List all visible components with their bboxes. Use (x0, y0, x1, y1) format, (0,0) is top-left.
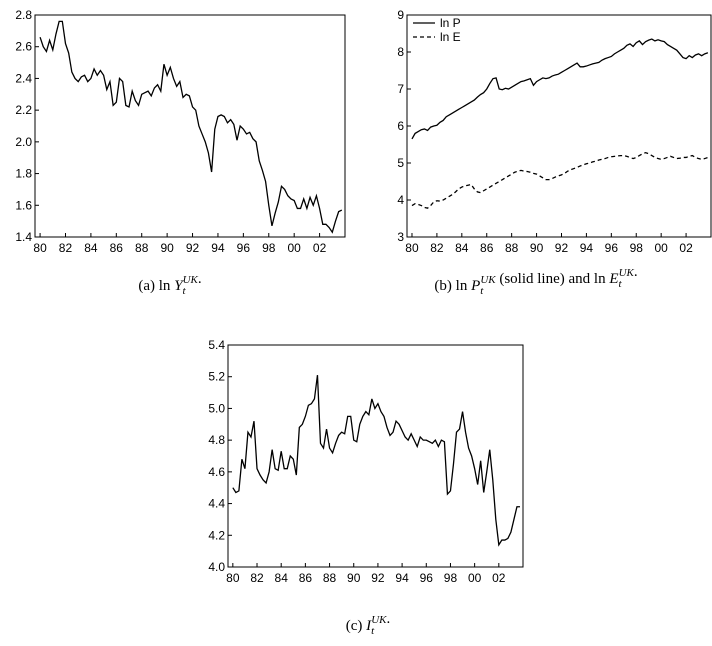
x-tick-label: 88 (323, 571, 337, 585)
series-line (39, 20, 343, 234)
x-tick-label: 94 (580, 241, 594, 255)
x-tick-label: 00 (654, 241, 668, 255)
plot-frame (227, 344, 524, 568)
caption-symbol: Y (174, 278, 184, 294)
y-tick-label: 6 (397, 119, 404, 133)
caption-superscript: UK (619, 267, 635, 279)
y-tick-label: 5.4 (208, 338, 225, 352)
y-tick-label: 1.4 (15, 230, 32, 244)
x-tick-label: 96 (420, 571, 434, 585)
x-tick-label: 84 (84, 241, 98, 255)
caption-text: . (198, 271, 202, 287)
x-tick-label: 90 (160, 241, 174, 255)
x-tick-label: 84 (275, 571, 289, 585)
x-tick-label: 80 (405, 241, 419, 255)
caption: (c) ItUK. (346, 611, 391, 637)
x-tick-label: 86 (299, 571, 313, 585)
plot-frame (406, 14, 712, 238)
x-tick-label: 00 (288, 241, 302, 255)
caption: (b) ln PtUK (solid line) and ln EtUK. (434, 264, 637, 297)
x-tick-label: 92 (371, 571, 385, 585)
legend-label: ln E (440, 30, 461, 44)
y-tick-label: 4.8 (208, 433, 225, 447)
y-tick-label: 5.2 (208, 370, 225, 384)
y-tick-label: 4.0 (208, 560, 225, 574)
caption-text: (c) (346, 618, 366, 634)
x-tick-label: 02 (313, 241, 327, 255)
y-tick-label: 2.0 (15, 135, 32, 149)
x-tick-label: 94 (211, 241, 225, 255)
x-tick-label: 98 (444, 571, 458, 585)
x-tick-label: 96 (605, 241, 619, 255)
x-tick-label: 88 (135, 241, 149, 255)
x-tick-label: 92 (555, 241, 569, 255)
y-tick-label: 2.8 (15, 8, 32, 22)
caption-symbol: P (470, 278, 480, 294)
x-tick-label: 90 (530, 241, 544, 255)
caption-subscript: t (371, 625, 375, 637)
plot-frame (34, 14, 346, 238)
caption-text: (b) ln (434, 278, 471, 294)
y-tick-label: 4 (397, 193, 404, 207)
caption-superscript: UK (371, 614, 387, 626)
x-tick-label: 80 (33, 241, 47, 255)
caption-text: (a) ln (138, 278, 174, 294)
caption: (a) ln YtUK. (138, 271, 201, 297)
x-tick-label: 96 (237, 241, 251, 255)
caption-symbol: I (365, 618, 372, 634)
x-tick-label: 90 (347, 571, 361, 585)
x-tick-label: 00 (468, 571, 482, 585)
y-tick-label: 5 (397, 156, 404, 170)
x-tick-label: 92 (186, 241, 200, 255)
y-tick-label: 4.4 (208, 497, 225, 511)
x-tick-label: 98 (262, 241, 276, 255)
y-tick-label: 7 (397, 82, 404, 96)
caption-text: . (387, 611, 391, 627)
x-tick-label: 80 (226, 571, 240, 585)
caption-symbol: E (608, 271, 618, 287)
caption-superscript: UK (183, 274, 199, 286)
caption-text: . (634, 264, 638, 280)
caption-subscript: t (183, 285, 187, 297)
y-tick-label: 2.2 (15, 103, 32, 117)
caption-subscript: t (480, 285, 484, 297)
x-tick-label: 02 (492, 571, 506, 585)
x-tick-label: 94 (395, 571, 409, 585)
y-tick-label: 4.2 (208, 528, 225, 542)
y-tick-label: 5.0 (208, 401, 225, 415)
x-tick-label: 82 (59, 241, 73, 255)
caption-subscript: t (619, 278, 623, 290)
x-tick-label: 82 (250, 571, 264, 585)
caption-text: (solid line) and ln (496, 271, 610, 287)
y-tick-label: 8 (397, 45, 404, 59)
y-tick-label: 1.8 (15, 167, 32, 181)
series-line (411, 151, 709, 209)
y-tick-label: 3 (397, 230, 404, 244)
caption-superscript: UK (480, 274, 496, 286)
y-tick-label: 2.4 (15, 71, 32, 85)
x-tick-label: 86 (110, 241, 124, 255)
series-line (232, 375, 520, 547)
x-tick-label: 82 (430, 241, 444, 255)
x-tick-label: 86 (480, 241, 494, 255)
x-tick-label: 02 (679, 241, 693, 255)
legend-label: ln P (440, 16, 461, 30)
series-line (411, 38, 709, 140)
x-tick-label: 84 (455, 241, 469, 255)
x-tick-label: 88 (505, 241, 519, 255)
y-tick-label: 1.6 (15, 198, 32, 212)
y-tick-label: 2.6 (15, 40, 32, 54)
x-tick-label: 98 (630, 241, 644, 255)
y-tick-label: 9 (397, 8, 404, 22)
y-tick-label: 4.6 (208, 465, 225, 479)
